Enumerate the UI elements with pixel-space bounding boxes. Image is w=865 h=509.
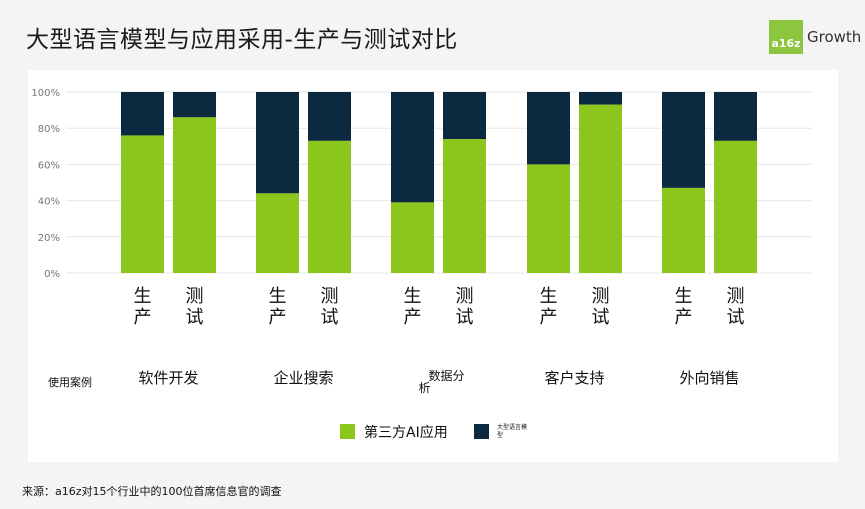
bar-segment-third-party — [527, 164, 570, 273]
bar-label-char: 生 — [269, 286, 287, 307]
bar-segment-llm — [714, 92, 757, 141]
bar-segment-llm — [443, 92, 486, 140]
bar-label-char: 生 — [675, 286, 693, 307]
bar-segment-third-party — [579, 104, 622, 273]
bar-label-char: 产 — [404, 307, 422, 328]
bar-segment-llm — [391, 92, 434, 203]
logo-badge: a16z — [769, 20, 803, 54]
bar-label-char: 测 — [727, 286, 745, 307]
bar-segment-llm — [662, 92, 705, 188]
source-note: 来源：a16z对15个行业中的100位首席信息官的调查 — [22, 485, 282, 498]
bar-label-char: 产 — [540, 307, 558, 328]
bar-label-char: 试 — [456, 307, 474, 328]
legend-swatch-llm — [474, 424, 489, 439]
bar-label-char: 产 — [134, 307, 152, 328]
bar-segment-llm — [121, 92, 164, 136]
bar-segment-third-party — [391, 202, 434, 273]
bar-label-char: 试 — [321, 307, 339, 328]
bar-segment-third-party — [443, 139, 486, 273]
y-tick-label: 60% — [38, 160, 60, 171]
bar-segment-llm — [527, 92, 570, 165]
y-tick-label: 40% — [38, 197, 60, 208]
group-label: 企业搜索 — [273, 369, 333, 387]
bar-label-char: 产 — [675, 307, 693, 328]
bar-label-char: 试 — [592, 307, 610, 328]
a16z-growth-logo: a16z Growth — [769, 20, 861, 54]
group-label: 数据分 — [428, 368, 464, 383]
bar-segment-third-party — [173, 117, 216, 273]
bar-label-char: 测 — [592, 286, 610, 307]
y-tick-label: 80% — [38, 124, 60, 135]
bar-segment-third-party — [121, 135, 164, 273]
bar-label-char: 试 — [727, 307, 745, 328]
bar-label-char: 生 — [540, 286, 558, 307]
group-label: 客户支持 — [544, 369, 604, 387]
legend-swatch-third-party — [340, 424, 355, 439]
group-label: 析 — [418, 381, 430, 395]
bar-label-char: 产 — [269, 307, 287, 328]
bar-segment-llm — [579, 92, 622, 105]
bar-segment-llm — [256, 92, 299, 194]
bar-segment-llm — [308, 92, 351, 141]
bar-label-char: 试 — [186, 307, 204, 328]
group-label: 外向销售 — [679, 369, 739, 387]
bar-label-char: 测 — [456, 286, 474, 307]
legend-label-llm: 型 — [497, 431, 503, 439]
row-label: 使用案例 — [48, 375, 92, 389]
bar-segment-third-party — [714, 140, 757, 273]
legend-label-third-party: 第三方AI应用 — [364, 424, 448, 441]
page-title: 大型语言模型与应用采用-生产与测试对比 — [26, 27, 458, 53]
bar-segment-llm — [173, 92, 216, 118]
bar-segment-third-party — [308, 140, 351, 273]
y-tick-label: 0% — [44, 269, 60, 280]
legend-label-llm: 大型语言模 — [497, 423, 527, 431]
bar-label-char: 测 — [321, 286, 339, 307]
bar-label-char: 测 — [186, 286, 204, 307]
group-label: 软件开发 — [138, 369, 198, 387]
bar-label-char: 生 — [404, 286, 422, 307]
bar-segment-third-party — [256, 193, 299, 273]
y-tick-label: 100% — [31, 88, 60, 99]
y-tick-label: 20% — [38, 233, 60, 244]
bar-label-char: 生 — [134, 286, 152, 307]
bar-segment-third-party — [662, 187, 705, 273]
logo-text: Growth — [807, 28, 862, 46]
